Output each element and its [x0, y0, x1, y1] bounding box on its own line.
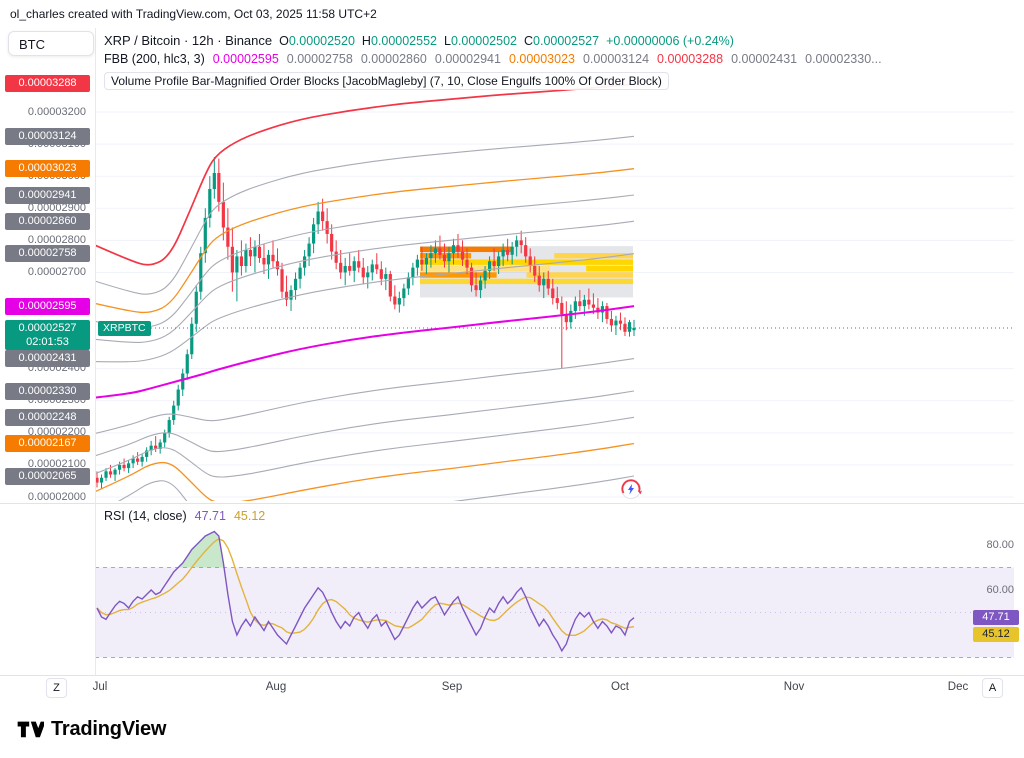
time-axis-button-a[interactable]: A: [982, 678, 1003, 698]
candlesticks: [95, 156, 636, 489]
rsi-legend-name: RSI (14, close): [104, 509, 187, 523]
legend-fbb-name: FBB (200, hlc3, 3): [104, 52, 205, 66]
time-axis-label: Oct: [611, 681, 629, 693]
footer: TradingView: [0, 700, 1024, 758]
fbb-basis-line: [95, 305, 635, 399]
time-axis-label: Jul: [92, 681, 108, 693]
ohlc-label: O: [279, 34, 289, 48]
ohlc-value: 0.00002552: [370, 34, 437, 48]
fbb-value: 0.00002941: [434, 52, 501, 66]
symbol-search-value: BTC: [19, 37, 45, 52]
time-axis-button-z[interactable]: Z: [46, 678, 67, 698]
rsi-line: [96, 530, 635, 653]
fbb-value: 0.00002860: [360, 52, 427, 66]
legend-fbb-values: 0.00002595 0.00002758 0.00002860 0.00002941…: [205, 52, 882, 66]
attribution-bar: ol_charles created with TradingView.com,…: [0, 0, 1024, 28]
legend-ohlc: O0.00002520 H0.00002552 L0.00002502 C0.0000…: [272, 34, 599, 48]
ohlc-value: 0.00002520: [288, 34, 355, 48]
fbb-value: 0.00002758: [286, 52, 353, 66]
auto-refresh-icon[interactable]: [621, 479, 643, 499]
chart-canvas[interactable]: [0, 0, 1024, 700]
legend-fbb-row[interactable]: FBB (200, hlc3, 3) 0.00002595 0.00002758 0.…: [104, 52, 882, 69]
rsi-value: 47.71: [194, 509, 226, 523]
fbb-value: 0.00003288: [657, 52, 724, 66]
fbb-value: 0.00002431: [731, 52, 798, 66]
symbol-search-box[interactable]: BTC: [8, 31, 94, 56]
time-axis-label: Nov: [783, 681, 805, 693]
fbb-value: 0.00002330...: [805, 52, 882, 66]
fbb-value: 0.00002595: [212, 52, 279, 66]
time-axis-label: Dec: [947, 681, 969, 693]
ohlc-label: L: [443, 34, 451, 48]
tradingview-logo-mark: [17, 721, 44, 738]
rsi-ma-line: [96, 538, 635, 636]
ohlc-label: C: [523, 34, 534, 48]
legend: XRP / Bitcoin · 12h · Binance O0.00002520…: [104, 33, 882, 90]
ohlc-value: 0.00002527: [533, 34, 600, 48]
fbb-bands: [95, 82, 635, 501]
attribution-text: ol_charles created with TradingView.com,…: [10, 7, 377, 21]
rsi-legend[interactable]: RSI (14, close) 47.71 45.12: [104, 509, 265, 523]
gridlines: [95, 111, 1014, 498]
rsi-ma-value: 45.12: [233, 509, 266, 523]
time-axis-label: Aug: [265, 681, 287, 693]
legend-symbol-row[interactable]: XRP / Bitcoin · 12h · Binance O0.00002520…: [104, 33, 882, 50]
ohlc-value: 0.00002502: [450, 34, 517, 48]
legend-symbol-title: XRP / Bitcoin · 12h · Binance: [104, 33, 273, 48]
tradingview-logo[interactable]: TradingView: [16, 715, 166, 743]
ohlc-label: H: [361, 34, 371, 48]
fbb-value: 0.00003124: [582, 52, 650, 66]
fbb-value: 0.00003023: [508, 52, 575, 66]
rsi-band: [95, 567, 1014, 658]
legend-volume-profile-row[interactable]: Volume Profile Bar-Magnified Order Block…: [104, 71, 882, 90]
time-axis[interactable]: Jul Aug Sep Oct Nov Dec Z A: [0, 676, 1024, 700]
time-axis-label: Sep: [441, 681, 463, 693]
brand-name: TradingView: [51, 717, 167, 740]
legend-volume-profile-title: Volume Profile Bar-Magnified Order Block…: [104, 72, 669, 90]
legend-change: +0.00000006 (+0.24%): [606, 34, 734, 48]
